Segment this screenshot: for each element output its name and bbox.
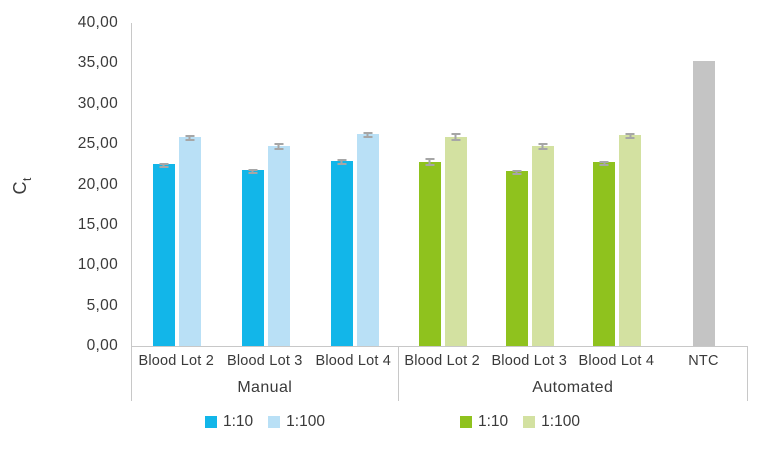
legend-label: 1:10 [223, 413, 254, 430]
bar-automated-ntc-ntc [693, 61, 716, 346]
bar-manual-blood-lot-3-1-100 [267, 143, 290, 346]
bar-pair-blood-lot-4 [330, 132, 379, 346]
legend-swatch-auto-1-100 [523, 416, 536, 428]
category-label-row: Blood Lot 2 Blood Lot 3 Blood Lot 4 [132, 347, 398, 374]
bar-pair-blood-lot-2 [418, 132, 467, 346]
legend-item-manual-1-10: 1:10 [205, 413, 253, 431]
bar-manual-blood-lot-2-1-100 [178, 134, 201, 346]
x-label-group-manual: Blood Lot 2 Blood Lot 3 Blood Lot 4 Manual [132, 347, 399, 401]
category-slot-blood-lot-2 [132, 23, 221, 346]
bar-automated-blood-lot-3-1-100 [531, 143, 554, 346]
legend-item-auto-1-100: 1:100 [523, 413, 580, 431]
y-tick-label: 10,00 [77, 256, 118, 274]
error-bar [274, 143, 283, 151]
group-label-automated: Automated [532, 378, 614, 396]
error-bar [363, 132, 372, 140]
category-label-row: Blood Lot 2 Blood Lot 3 Blood Lot 4 NTC [399, 347, 747, 374]
category-slot-blood-lot-3 [486, 23, 573, 346]
y-tick-label: 25,00 [77, 135, 118, 153]
category-slot-blood-lot-3 [221, 23, 310, 346]
category-label-blood-lot-4: Blood Lot 4 [578, 352, 655, 369]
category-label-blood-lot-4: Blood Lot 4 [315, 352, 392, 369]
category-slot-blood-lot-4 [310, 23, 399, 346]
category-label-blood-lot-2: Blood Lot 2 [138, 352, 215, 369]
y-tick-label: 30,00 [77, 94, 118, 112]
legend-swatch-auto-1-10 [460, 416, 472, 428]
bar-manual-blood-lot-3-1-10 [241, 168, 264, 346]
legend-label: 1:10 [478, 413, 509, 430]
legend-label: 1:100 [541, 413, 580, 430]
y-tick-label: 0,00 [86, 337, 118, 354]
y-tick-label: 20,00 [77, 175, 118, 193]
bar-manual-blood-lot-2-1-10 [152, 162, 175, 346]
bar-automated-blood-lot-4-1-10 [593, 160, 616, 346]
y-tick-label: 35,00 [77, 54, 118, 72]
bar-pair-blood-lot-3 [505, 143, 554, 346]
error-bar [599, 160, 609, 167]
bar-pair-ntc [693, 61, 716, 346]
error-bar [451, 132, 461, 142]
bar-pair-blood-lot-2 [152, 134, 201, 346]
legend-cluster-2: 1:10 1:100 [460, 413, 580, 431]
bar-automated-blood-lot-2-1-10 [418, 157, 441, 346]
category-label-blood-lot-2: Blood Lot 2 [404, 352, 480, 369]
error-bar [425, 157, 435, 166]
group-label-manual: Manual [237, 378, 293, 396]
bar-pair-blood-lot-4 [593, 133, 642, 346]
bar-automated-blood-lot-3-1-10 [505, 169, 528, 346]
y-tick-label: 40,00 [77, 14, 118, 31]
legend-cluster-1: 1:10 1:100 [205, 413, 325, 431]
legend-swatch-manual-1-100 [268, 416, 281, 428]
y-axis-title: Ct [10, 177, 34, 195]
y-tick-label: 5,00 [86, 296, 118, 314]
bar-automated-blood-lot-4-1-100 [619, 133, 642, 346]
error-bar [185, 134, 194, 141]
plot-area [131, 23, 748, 347]
plot-group-automated [399, 23, 748, 346]
legend-item-manual-1-100: 1:100 [268, 413, 325, 431]
legend-item-auto-1-10: 1:10 [460, 413, 508, 431]
bar-manual-blood-lot-4-1-100 [356, 132, 379, 346]
error-bar [159, 162, 168, 168]
error-bar [512, 169, 522, 176]
category-slot-ntc [661, 23, 748, 346]
error-bar [538, 143, 548, 151]
category-label-blood-lot-3: Blood Lot 3 [491, 352, 568, 369]
legend-swatch-manual-1-10 [205, 416, 217, 428]
category-slot-blood-lot-4 [574, 23, 661, 346]
category-label-blood-lot-3: Blood Lot 3 [226, 352, 303, 369]
category-label-ntc: NTC [688, 352, 719, 369]
x-axis-labels: Blood Lot 2 Blood Lot 3 Blood Lot 4 Manual B… [131, 347, 748, 401]
y-tick-label: 15,00 [77, 215, 118, 233]
error-bar [625, 133, 635, 140]
error-bar [248, 168, 257, 175]
error-bar [337, 159, 346, 166]
bar-pair-blood-lot-3 [241, 143, 290, 346]
legend-label: 1:100 [286, 413, 325, 430]
bar-manual-blood-lot-4-1-10 [330, 159, 353, 346]
x-label-group-automated: Blood Lot 2 Blood Lot 3 Blood Lot 4 NTC Auto… [399, 347, 748, 401]
bar-automated-blood-lot-2-1-100 [444, 132, 467, 346]
plot-group-manual [132, 23, 399, 346]
category-slot-blood-lot-2 [399, 23, 486, 346]
